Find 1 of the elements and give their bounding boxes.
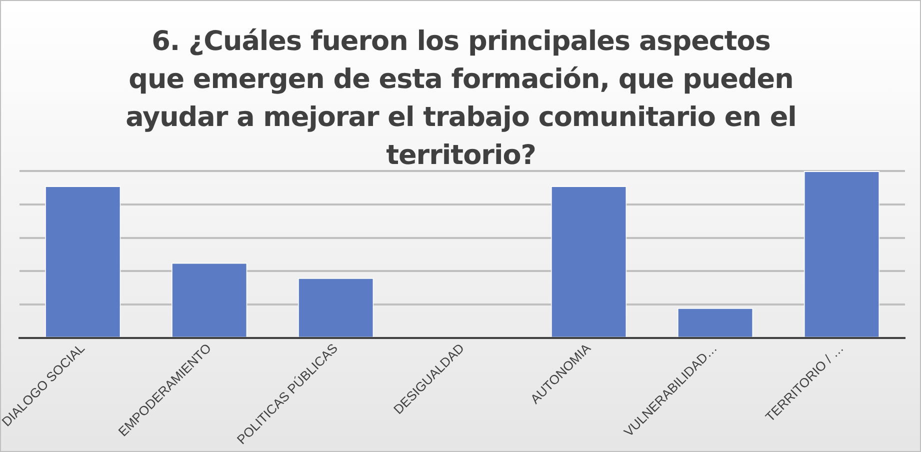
chart-title: 6. ¿Cuáles fueron los principales aspectos que emergen de esta formación, que pueden ayudar a mejorar el trabajo comunitario en el territorio? [124,25,798,173]
